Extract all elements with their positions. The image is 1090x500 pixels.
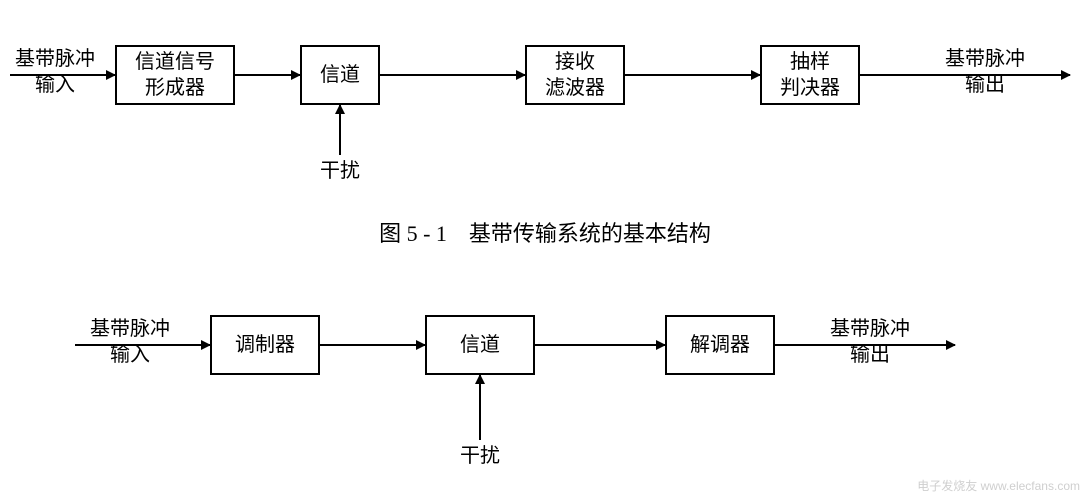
block-box: 抽样 判决器	[760, 45, 860, 105]
io-label: 基带脉冲 输出	[935, 46, 1035, 98]
text-label: 干扰	[440, 443, 520, 469]
block-box: 信道	[425, 315, 535, 375]
diagram-canvas: 信道信号 形成器信道接收 滤波器抽样 判决器基带脉冲 输入基带脉冲 输出干扰调制…	[0, 0, 1090, 500]
figure-caption: 图 5 - 1 基带传输系统的基本结构	[345, 216, 745, 248]
watermark: 电子发烧友 www.elecfans.com	[917, 477, 1080, 494]
block-box: 调制器	[210, 315, 320, 375]
io-label: 基带脉冲 输入	[80, 316, 180, 368]
text-label: 干扰	[300, 158, 380, 184]
block-box: 解调器	[665, 315, 775, 375]
io-label: 基带脉冲 输出	[820, 316, 920, 368]
io-label: 基带脉冲 输入	[5, 46, 105, 98]
block-box: 信道信号 形成器	[115, 45, 235, 105]
block-box: 信道	[300, 45, 380, 105]
block-box: 接收 滤波器	[525, 45, 625, 105]
